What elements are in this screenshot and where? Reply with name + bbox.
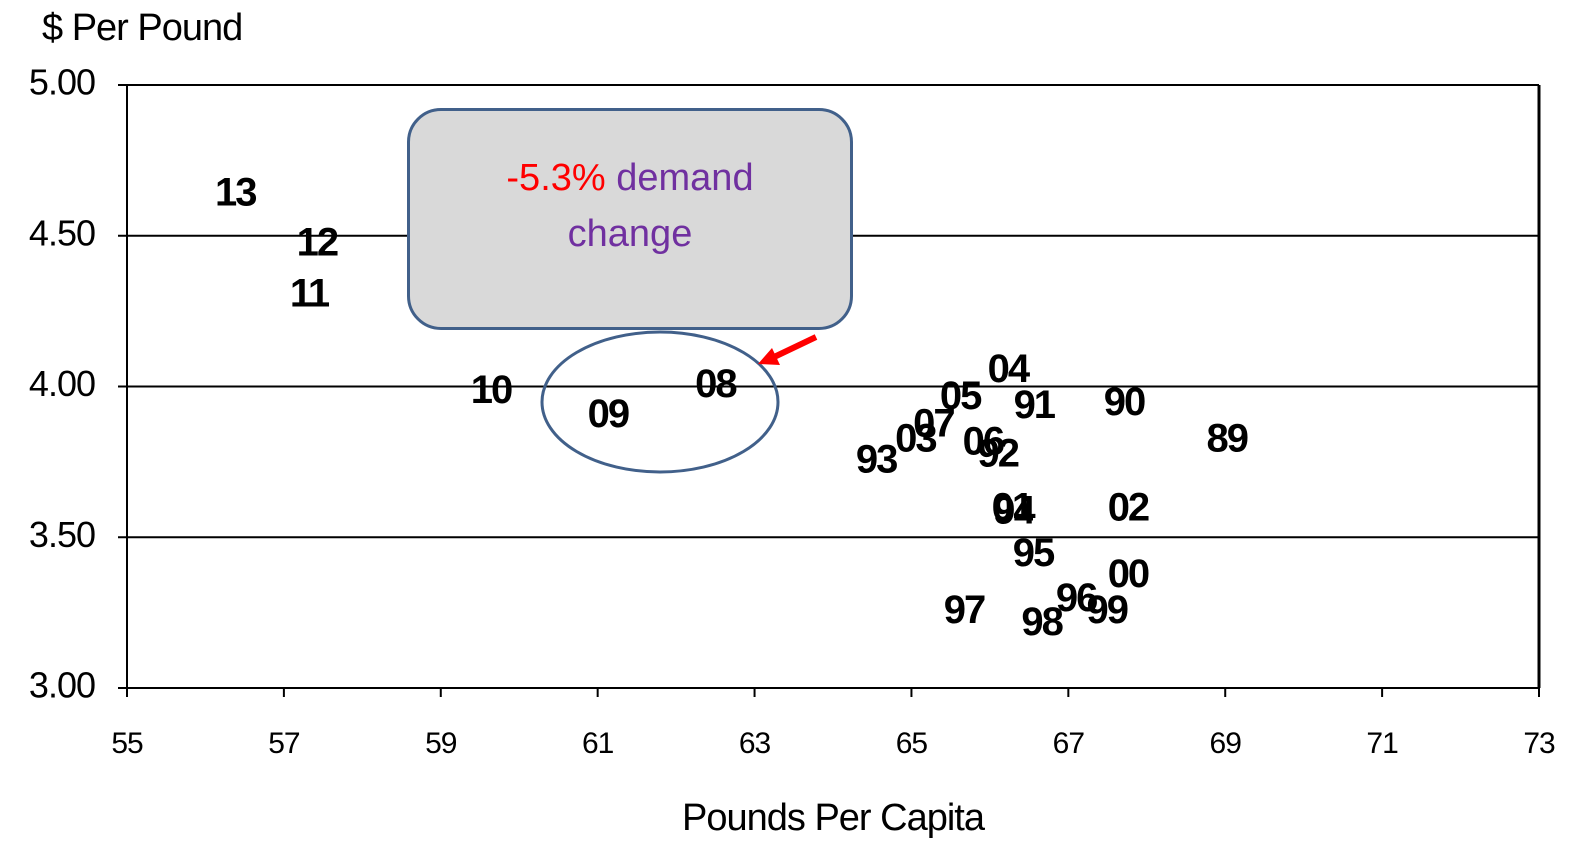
y-tick-label: 4.00 — [29, 363, 95, 404]
x-axis-label: Pounds Per Capita — [682, 797, 986, 839]
x-tick-label: 61 — [582, 727, 614, 760]
x-tick-label: 67 — [1053, 727, 1085, 760]
y-tick-label: 4.50 — [29, 212, 95, 253]
y-axis-label: $ Per Pound — [42, 7, 242, 49]
point-label: 92 — [977, 431, 1018, 475]
x-tick-label: 69 — [1210, 727, 1242, 760]
x-tick-label: 73 — [1523, 727, 1555, 760]
point-label: 09 — [588, 392, 629, 436]
x-tick-label: 57 — [268, 727, 300, 760]
x-tick-label: 71 — [1366, 727, 1398, 760]
point-label: 00 — [1108, 552, 1149, 596]
x-tick-label: 63 — [739, 727, 771, 760]
arrow-head — [758, 348, 780, 365]
point-label: 07 — [913, 401, 954, 445]
point-label: 90 — [1104, 380, 1145, 424]
annotation-text: -5.3% demand change — [475, 150, 785, 262]
point-label: 02 — [1108, 486, 1149, 530]
arrow-shaft — [770, 334, 818, 361]
point-label: 89 — [1207, 416, 1248, 460]
point-label: 97 — [944, 588, 985, 632]
point-label: 98 — [1021, 600, 1063, 644]
x-tick-label: 55 — [111, 727, 143, 760]
point-label: 03 — [895, 416, 936, 460]
point-label: 11 — [290, 272, 330, 316]
y-tick-label: 5.00 — [29, 62, 95, 103]
point-label: 12 — [297, 220, 338, 264]
highlight-ellipse — [540, 330, 780, 474]
point-label: 05 — [940, 374, 982, 418]
y-tick-label: 3.00 — [29, 665, 95, 706]
point-label: 06 — [963, 419, 1004, 463]
point-label: 04 — [988, 347, 1031, 391]
point-label: 93 — [856, 437, 897, 481]
point-label: 13 — [215, 171, 256, 215]
y-tick-label: 3.50 — [29, 514, 95, 555]
annotation-change: -5.3% — [506, 157, 606, 199]
point-label: 96 — [1056, 576, 1097, 620]
annotation-box: -5.3% demand change — [407, 108, 853, 330]
x-tick-label: 65 — [896, 727, 928, 760]
point-label: 94 — [993, 489, 1036, 533]
point-label: 91 — [1014, 383, 1056, 427]
point-label: 99 — [1087, 588, 1128, 632]
point-label: 95 — [1013, 531, 1055, 575]
x-tick-label: 59 — [425, 727, 457, 760]
point-label: 08 — [695, 362, 737, 406]
point-label: 01 — [992, 486, 1034, 530]
annotation-label: demand change — [567, 157, 754, 255]
point-label: 10 — [471, 368, 512, 412]
